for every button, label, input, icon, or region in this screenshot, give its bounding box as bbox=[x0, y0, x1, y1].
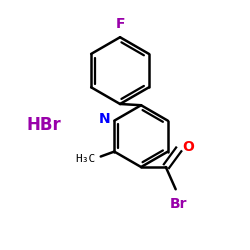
Text: O: O bbox=[182, 140, 194, 154]
Text: N: N bbox=[99, 112, 110, 126]
Text: Br: Br bbox=[170, 197, 187, 211]
Text: HBr: HBr bbox=[26, 116, 61, 134]
Text: H₃C: H₃C bbox=[76, 154, 96, 164]
Text: F: F bbox=[115, 17, 125, 31]
